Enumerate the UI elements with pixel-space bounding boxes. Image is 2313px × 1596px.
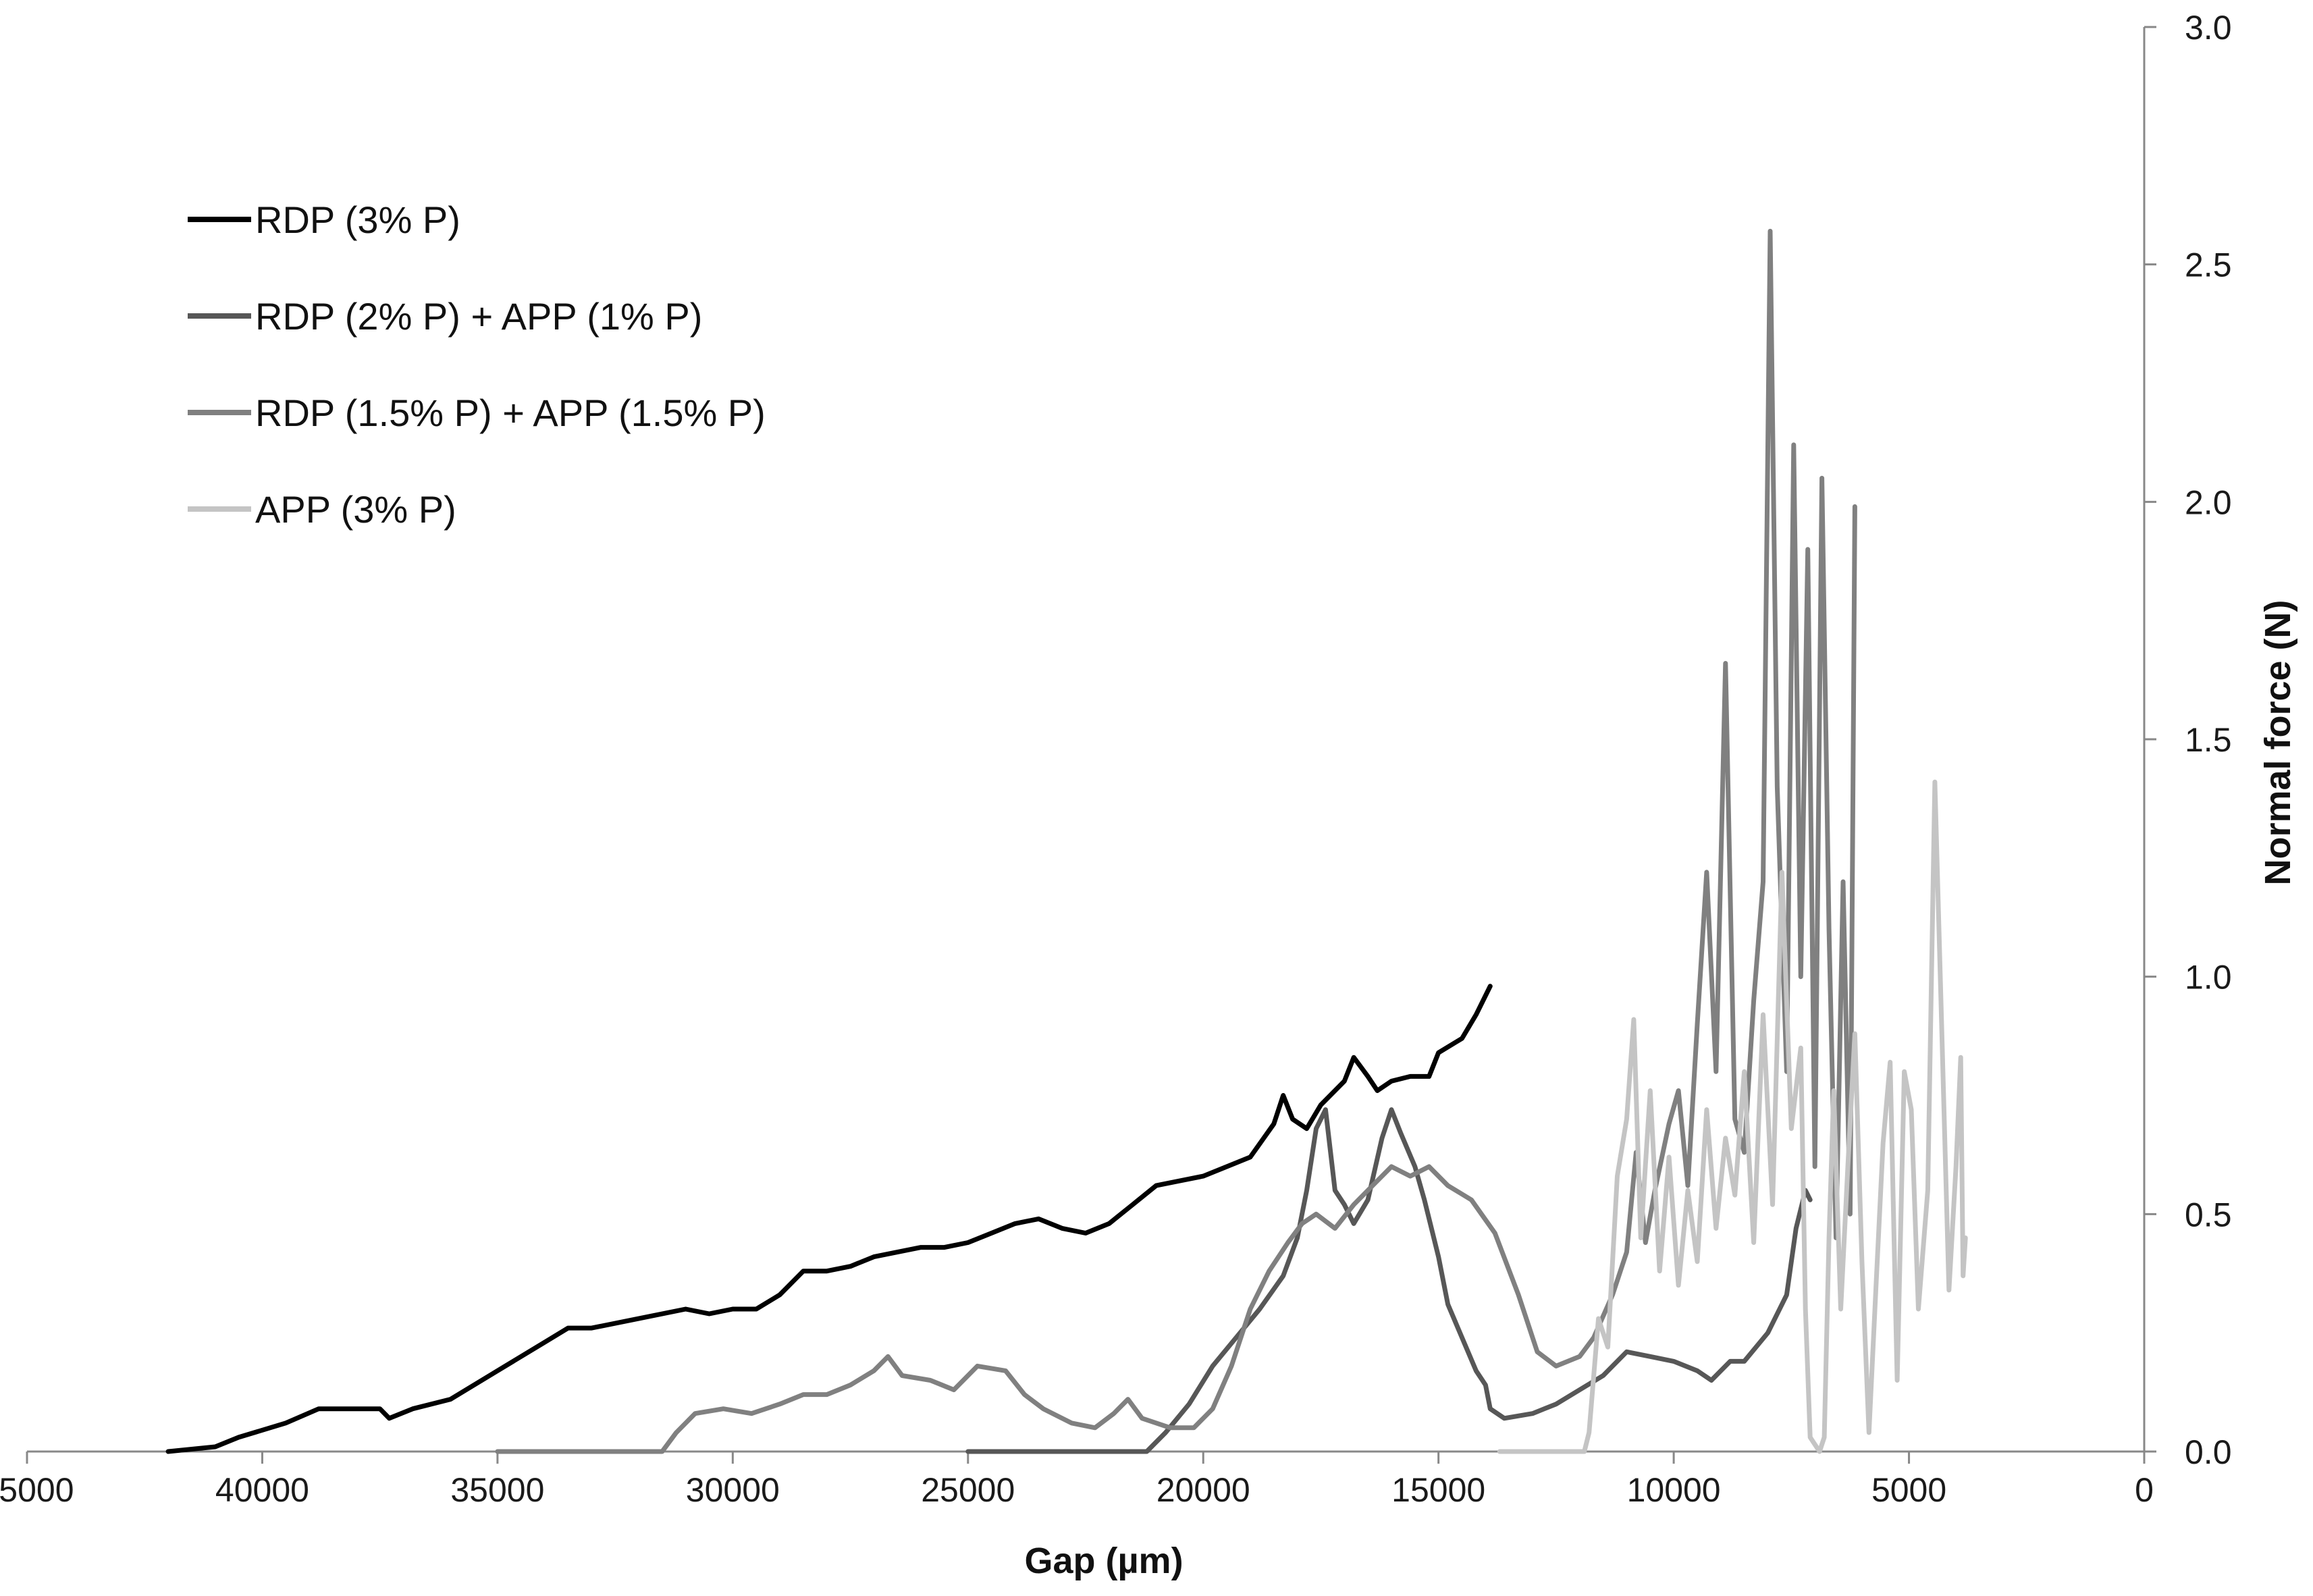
x-tick-label: 0 [2135, 1471, 2154, 1509]
x-tick-label: 45000 [0, 1471, 74, 1509]
x-tick-label: 25000 [921, 1471, 1015, 1509]
legend-label-2: RDP (1.5% P) + APP (1.5% P) [255, 392, 766, 434]
x-tick-label: 15000 [1391, 1471, 1485, 1509]
y-tick-label: 2.0 [2185, 483, 2232, 521]
legend-label-0: RDP (3% P) [255, 198, 460, 241]
x-tick-label: 30000 [686, 1471, 780, 1509]
chart-axes: 45000 40000 35000 30000 25000 20000 15000 10000… [0, 9, 2232, 1509]
series-line-0 [165, 984, 1493, 1454]
series-line-1 [965, 1107, 1813, 1454]
x-tick-label: 5000 [1871, 1471, 1946, 1509]
chart-legend: RDP (3% P) RDP (2% P) + APP (1% P) RDP (1.… [188, 198, 766, 531]
x-tick-label: 20000 [1156, 1471, 1250, 1509]
y-tick-label: 2.5 [2185, 246, 2232, 284]
y-tick-label: 1.5 [2185, 721, 2232, 759]
legend-label-1: RDP (2% P) + APP (1% P) [255, 295, 702, 338]
series-line-3 [1497, 779, 1968, 1454]
x-axis-title: Gap (µm) [1024, 1541, 1183, 1581]
y-tick-label: 1.0 [2185, 959, 2232, 996]
y-tick-label: 0.0 [2185, 1433, 2232, 1471]
x-tick-label: 10000 [1627, 1471, 1721, 1509]
chart-series [165, 228, 1968, 1454]
legend-label-3: APP (3% P) [255, 488, 456, 531]
x-tick-label: 35000 [450, 1471, 544, 1509]
y-axis-title: Normal force (N) [2258, 600, 2298, 885]
series-line-2 [495, 228, 1857, 1454]
y-tick-label: 0.5 [2185, 1196, 2232, 1233]
y-tick-label: 3.0 [2185, 9, 2232, 47]
x-tick-label: 40000 [215, 1471, 309, 1509]
